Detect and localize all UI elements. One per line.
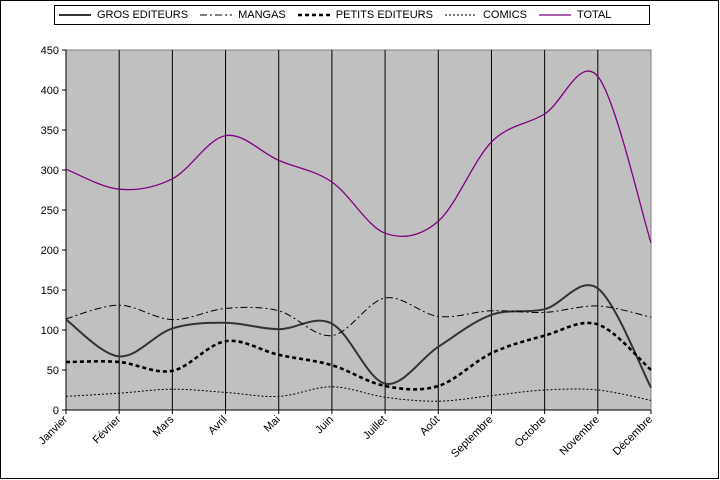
series-line-mangas — [65, 297, 652, 337]
legend-swatch — [297, 13, 330, 17]
x-tick-label: Décembre — [611, 414, 655, 458]
x-tick-label: Janvier — [37, 413, 71, 447]
legend-label: MANGAS — [238, 9, 286, 21]
y-tick-label: 450 — [41, 45, 59, 57]
legend-label: PETITS EDITEURS — [335, 9, 433, 21]
x-tick-label: Mai — [262, 414, 283, 435]
y-tick-label: 300 — [41, 165, 59, 177]
legend-item: PETITS EDITEURS — [294, 9, 441, 21]
legend-item: COMICS — [441, 9, 535, 21]
x-tick-label: Novembre — [558, 414, 602, 458]
y-tick-label: 50 — [47, 365, 59, 377]
y-tick-label: 150 — [41, 285, 59, 297]
x-tick-label: Février — [91, 413, 124, 446]
legend: GROS EDITEURS MANGAS PETITS EDITEURS COMICS… — [54, 5, 650, 25]
plot-area — [65, 49, 652, 411]
legend-item: TOTAL — [535, 9, 619, 21]
series-line-total — [65, 70, 652, 243]
x-tick-label: Mars — [151, 413, 177, 439]
x-tick-label: Juin — [313, 414, 336, 437]
legend-swatch — [59, 14, 91, 16]
legend-item: MANGAS — [196, 9, 294, 21]
y-tick-label: 100 — [41, 325, 59, 337]
series-lines — [65, 70, 652, 402]
legend-swatch — [444, 14, 477, 16]
y-tick-label: 350 — [41, 125, 59, 137]
series-line-gros-editeurs — [65, 284, 652, 389]
y-tick-label: 0 — [53, 405, 59, 417]
x-tick-label: Août — [418, 414, 442, 438]
gridlines — [118, 50, 599, 410]
x-tick-label: Avril — [206, 414, 229, 437]
y-tick-label: 200 — [41, 245, 59, 257]
legend-label: GROS EDITEURS — [97, 9, 189, 21]
legend-label: COMICS — [482, 9, 527, 21]
legend-label: TOTAL — [576, 9, 612, 21]
legend-swatch — [200, 14, 233, 16]
legend-swatch — [538, 14, 571, 16]
x-tick-label: Septembre — [449, 414, 496, 461]
axes — [62, 49, 652, 414]
x-tick-label: Octobre — [513, 414, 549, 450]
y-tick-label: 250 — [41, 205, 59, 217]
x-tick-label: Juillet — [361, 414, 389, 442]
series-line-petits-editeurs — [65, 321, 652, 391]
y-tick-label: 400 — [41, 85, 59, 97]
legend-item: GROS EDITEURS — [55, 9, 196, 21]
